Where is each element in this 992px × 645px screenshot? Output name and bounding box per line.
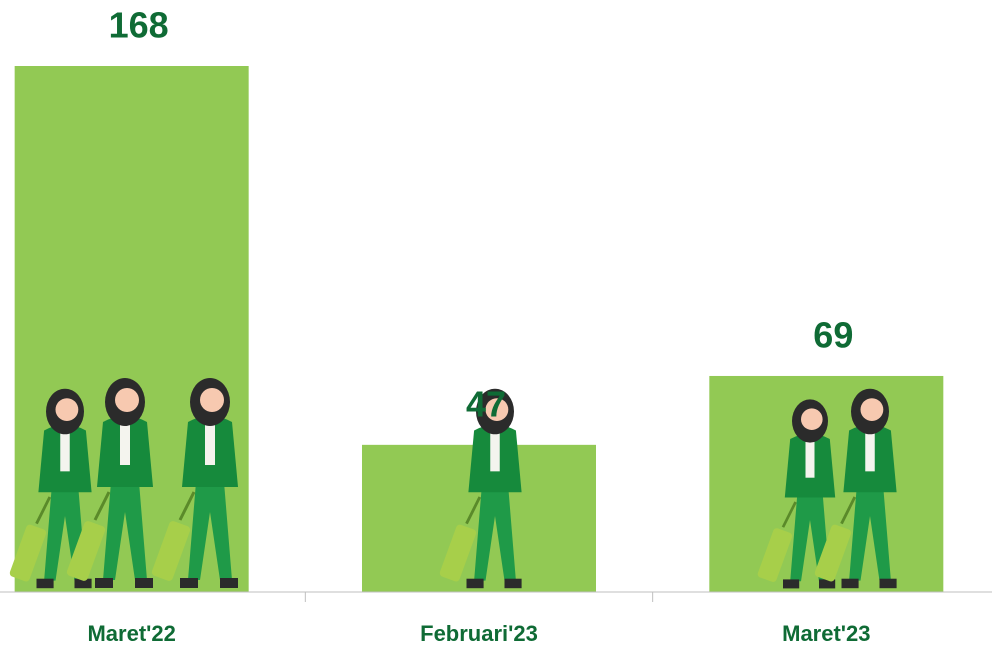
shoe-right [220, 578, 238, 588]
suitcase-handle [840, 496, 857, 525]
face [485, 398, 509, 421]
shoe-left [95, 578, 113, 588]
x-tick-label: Maret'22 [87, 621, 175, 645]
traveller [66, 378, 153, 588]
value-label: 69 [813, 314, 853, 355]
shoe-right [74, 578, 92, 589]
traveller [151, 378, 238, 588]
face [200, 388, 224, 412]
suitcase [151, 521, 191, 581]
face [115, 388, 139, 412]
x-tick-label: Maret'23 [782, 621, 870, 645]
traveller [9, 388, 92, 589]
traveller [439, 388, 522, 589]
traveller [814, 388, 897, 589]
shoe-left [783, 579, 800, 589]
suitcase-handle [178, 491, 196, 521]
suitcase [757, 528, 793, 582]
shoe-right [819, 579, 836, 589]
suitcase [439, 524, 477, 582]
shoe-left [466, 578, 484, 589]
suitcase [814, 524, 852, 582]
suitcase [9, 524, 47, 582]
shoe-left [36, 578, 54, 589]
legs [188, 482, 232, 580]
shirt [60, 428, 70, 472]
shirt [120, 420, 130, 465]
suitcase [66, 521, 106, 581]
shoe-right [879, 578, 897, 589]
face [801, 408, 823, 430]
legs [849, 487, 891, 581]
shirt [490, 428, 500, 472]
face [860, 398, 884, 421]
shoe-left [180, 578, 198, 588]
suitcase-handle [35, 496, 52, 525]
suitcase-handle [781, 501, 797, 528]
value-label: 47 [466, 383, 506, 424]
shoe-right [135, 578, 153, 588]
value-label: 168 [109, 5, 169, 46]
shirt [205, 420, 215, 465]
shirt [805, 437, 815, 478]
illustrations [9, 378, 897, 589]
suitcase-handle [93, 491, 111, 521]
legs [474, 487, 516, 581]
legs [103, 482, 147, 580]
shirt [865, 428, 875, 472]
face [55, 398, 79, 421]
x-tick-label: Februari'23 [420, 621, 538, 645]
shoe-left [841, 578, 859, 589]
labels: 168 Maret'22 47 Februari'23 69 Maret'23 [0, 5, 992, 645]
shoe-right [504, 578, 522, 589]
suitcase-handle [465, 496, 482, 525]
